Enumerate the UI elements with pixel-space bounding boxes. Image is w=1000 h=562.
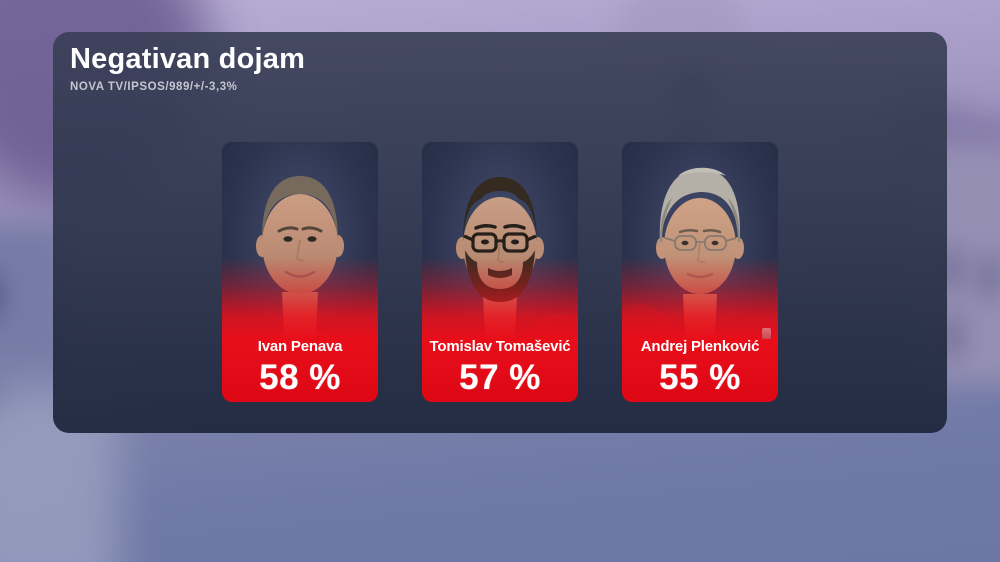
candidate-name: Ivan Penava — [257, 338, 343, 355]
result-card-andrej-plenkovic: Andrej Plenković 55 % — [622, 142, 778, 402]
red-gradient-overlay — [622, 142, 778, 402]
panel-header: Negativan dojam NOVA TV/IPSOS/989/+/-3,3… — [70, 43, 305, 93]
result-card-tomislav-tomasevic: Tomislav Tomašević 57 % — [422, 142, 578, 402]
candidate-percentage: 57 % — [459, 358, 541, 397]
building-window-icon — [980, 256, 1000, 298]
lapel-pin-icon — [762, 328, 771, 339]
page-title: Negativan dojam — [70, 43, 306, 75]
red-gradient-overlay — [422, 142, 578, 402]
result-card-ivan-penava: Ivan Penava 58 % — [222, 142, 378, 402]
candidate-name: Tomislav Tomašević — [429, 338, 571, 355]
building-window-icon — [0, 385, 4, 431]
candidate-percentage: 55 % — [659, 358, 741, 397]
candidate-percentage: 58 % — [259, 358, 341, 397]
red-gradient-overlay — [222, 142, 378, 402]
candidate-name: Andrej Plenković — [640, 338, 760, 355]
results-panel: Negativan dojam NOVA TV/IPSOS/989/+/-3,3… — [53, 32, 947, 433]
source-note: NOVA TV/IPSOS/989/+/-3,3% — [70, 81, 238, 94]
